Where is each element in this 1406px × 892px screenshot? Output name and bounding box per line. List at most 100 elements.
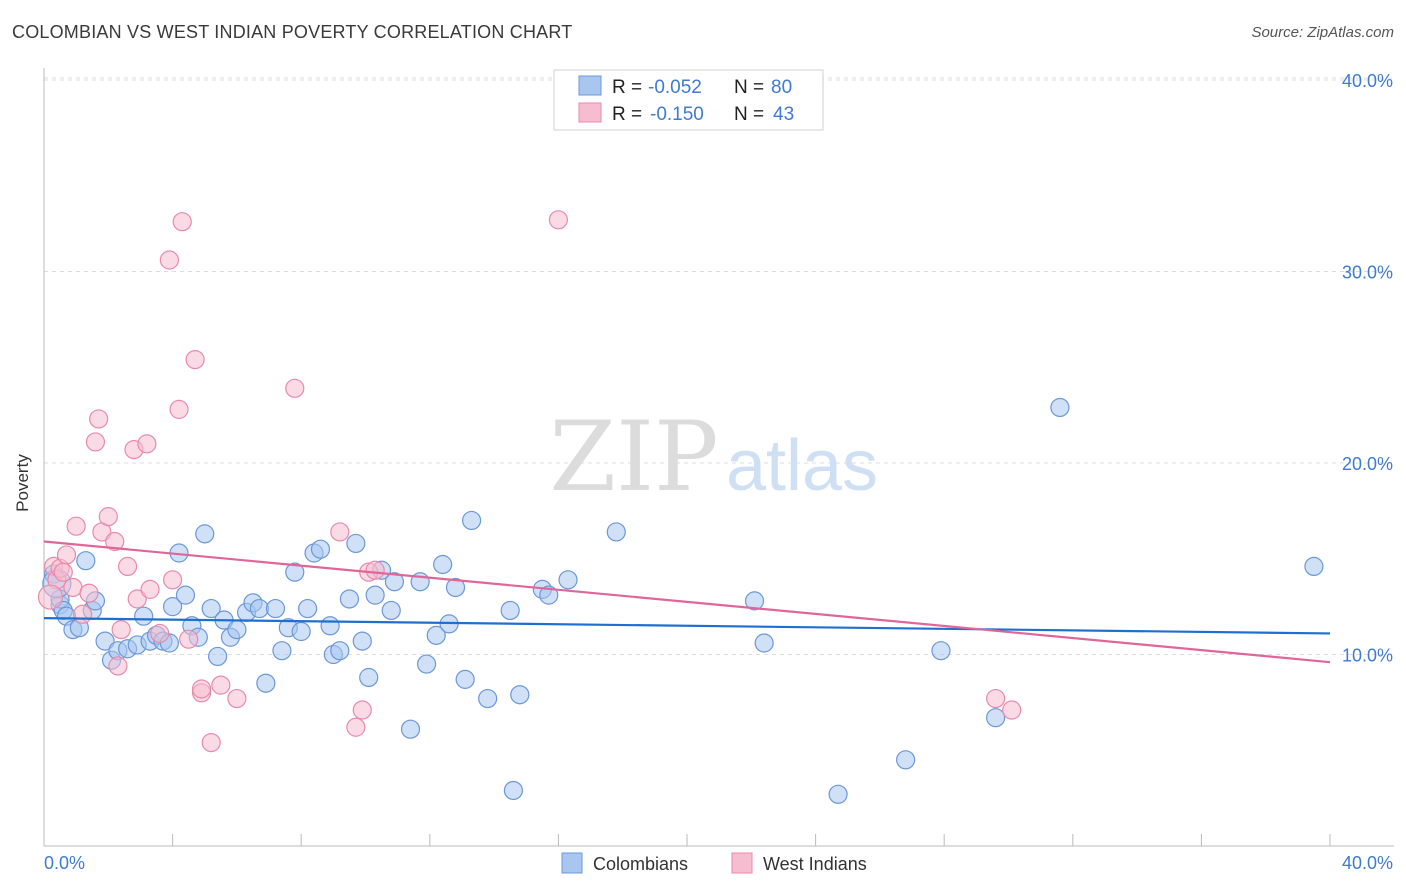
- y-tick-label: 30.0%: [1342, 263, 1393, 283]
- west-indian-point: [108, 656, 128, 676]
- west-indian-point: [53, 562, 73, 582]
- colombian-point: [445, 577, 466, 598]
- legend-swatch-pink: [578, 102, 602, 123]
- colombian-point: [195, 524, 215, 544]
- colombian-point: [291, 621, 311, 642]
- colombian-point: [416, 654, 437, 674]
- west-indian-point: [159, 250, 179, 270]
- colombian-point: [606, 522, 626, 542]
- legend-swatch-blue: [578, 75, 602, 96]
- trend-line-west-indians: [43, 540, 1331, 664]
- axes: [43, 68, 1394, 847]
- legend-n-value-2: 43: [773, 104, 794, 125]
- west-indian-point: [1002, 700, 1022, 720]
- x-tick-label-min: 0.0%: [44, 853, 85, 873]
- colombian-point: [433, 554, 453, 575]
- west-indian-point: [79, 583, 99, 603]
- colombian-point: [365, 585, 385, 605]
- west-indian-point: [179, 629, 199, 649]
- west-indian-point: [986, 688, 1006, 709]
- legend-r-label-2: R =: [612, 104, 642, 125]
- colombian-point: [298, 598, 318, 619]
- colombian-point: [828, 784, 848, 804]
- colombian-point: [478, 688, 498, 709]
- colombian-point: [310, 539, 331, 559]
- legend-r-label-1: R =: [612, 77, 642, 98]
- source-label: Source: ZipAtlas.com: [1251, 24, 1394, 41]
- legend-bottom-swatch-colombians: [561, 852, 583, 874]
- x-ticks: [172, 834, 1331, 846]
- colombian-point: [986, 708, 1006, 728]
- legend-bottom-colombians: Colombians: [593, 854, 688, 874]
- west-indian-point: [150, 623, 170, 644]
- y-tick-labels: 10.0% 20.0% 30.0% 40.0%: [1342, 71, 1393, 666]
- colombian-point: [330, 641, 350, 661]
- legend-n-label-1: N =: [734, 77, 764, 98]
- colombian-point: [346, 533, 366, 554]
- colombian-point: [539, 585, 559, 605]
- west-indian-point: [548, 210, 569, 230]
- gridlines: [44, 77, 1394, 655]
- watermark-atlas: atlas: [726, 426, 878, 506]
- legend-r-value-1: -0.052: [648, 77, 702, 98]
- y-tick-label: 20.0%: [1342, 454, 1393, 474]
- watermark-zip: ZIP: [549, 401, 718, 513]
- west-indian-point: [66, 516, 86, 536]
- colombian-point: [931, 641, 951, 661]
- colombian-point: [426, 625, 446, 645]
- west-indian-point: [285, 378, 305, 398]
- colombian-point: [461, 510, 482, 531]
- colombian-point: [95, 631, 115, 651]
- colombian-point: [256, 673, 276, 693]
- west-indian-point: [185, 349, 205, 370]
- colombian-point: [175, 585, 196, 605]
- colombian-point: [381, 600, 401, 621]
- west-indian-point: [127, 589, 147, 609]
- colombian-point: [272, 641, 292, 661]
- colombian-point: [339, 589, 360, 609]
- y-axis-label: Poverty: [13, 454, 32, 512]
- y-tick-label: 10.0%: [1342, 646, 1393, 666]
- west-indian-point: [72, 604, 93, 624]
- west-indian-point: [140, 579, 160, 599]
- colombian-point: [510, 685, 530, 705]
- west-indian-point: [137, 434, 157, 454]
- colombian-point: [265, 598, 286, 619]
- colombian-point: [744, 591, 765, 611]
- colombian-point: [896, 750, 916, 770]
- colombian-point: [500, 600, 520, 621]
- colombian-point: [1050, 397, 1070, 418]
- west-indian-point: [85, 432, 106, 452]
- west-indian-point: [89, 409, 109, 429]
- colombian-point: [208, 646, 228, 667]
- legend-bottom: Colombians West Indians: [561, 852, 867, 874]
- colombian-point: [1304, 556, 1324, 577]
- colombian-point: [754, 633, 774, 653]
- west-indian-point: [330, 522, 350, 542]
- west-indian-point: [111, 620, 131, 640]
- west-indian-point: [163, 570, 183, 590]
- west-indian-point: [346, 717, 366, 737]
- west-indian-point: [211, 675, 231, 695]
- colombian-point: [359, 667, 379, 688]
- west-indian-point: [365, 560, 385, 580]
- west-indian-point: [56, 545, 77, 565]
- colombian-point: [134, 606, 154, 626]
- legend-n-label-2: N =: [734, 104, 764, 125]
- colombian-point: [503, 780, 523, 801]
- colombian-point: [384, 572, 405, 592]
- y-tick-label: 40.0%: [1342, 71, 1393, 91]
- west-indian-point: [227, 688, 247, 709]
- legend-n-value-1: 80: [771, 77, 792, 98]
- watermark: ZIP atlas: [549, 401, 878, 513]
- x-tick-label-max: 40.0%: [1342, 853, 1393, 873]
- west-indian-point: [352, 700, 372, 720]
- colombian-point: [201, 598, 221, 619]
- west-indian-point: [172, 212, 192, 232]
- colombian-point: [285, 562, 305, 582]
- colombian-point: [455, 669, 475, 689]
- colombian-point: [400, 719, 421, 739]
- colombian-point: [558, 570, 578, 590]
- legend-bottom-swatch-west-indians: [731, 852, 753, 874]
